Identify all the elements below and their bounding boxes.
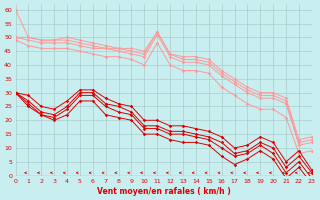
X-axis label: Vent moyen/en rafales ( km/h ): Vent moyen/en rafales ( km/h ) — [97, 187, 230, 196]
